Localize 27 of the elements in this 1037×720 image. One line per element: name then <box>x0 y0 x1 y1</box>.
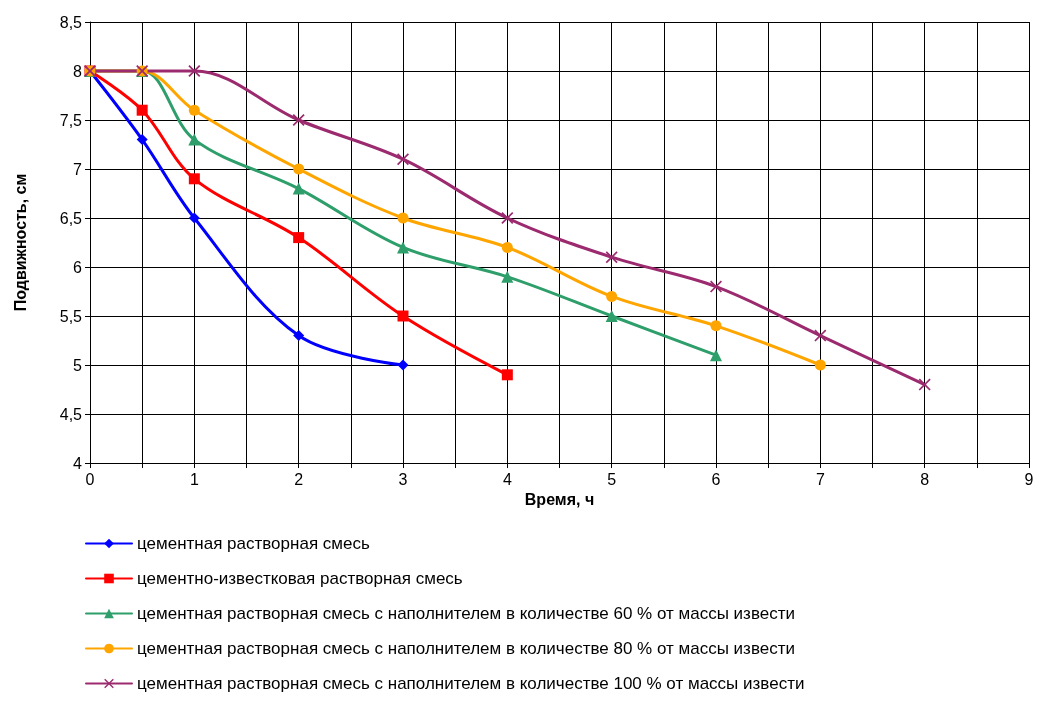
x-tick-label: 6 <box>711 470 721 488</box>
x-tick-label: 1 <box>189 470 199 488</box>
y-tick-label: 4 <box>73 454 83 472</box>
y-tick-label: 5 <box>73 356 83 374</box>
x-tick-label: 8 <box>920 470 930 488</box>
x-tick-label: 4 <box>502 470 512 488</box>
y-tick-label: 7,5 <box>59 111 83 129</box>
y-tick-label: 7 <box>73 160 83 178</box>
y-tick-label: 8 <box>73 62 83 80</box>
y-tick-label: 5,5 <box>59 307 83 325</box>
legend-label: цементная растворная смесь <box>137 534 370 553</box>
legend-label: цементная растворная смесь с наполнителем в количестве 80 % от массы извести <box>137 639 795 658</box>
y-axis-title: Подвижность, см <box>11 173 29 312</box>
x-tick-label: 3 <box>398 470 408 488</box>
x-tick-label: 5 <box>607 470 617 488</box>
legend-label: цементно-известковая растворная смесь <box>137 569 463 588</box>
x-tick-label: 9 <box>1024 470 1034 488</box>
x-tick-label: 2 <box>294 470 304 488</box>
legend-label: цементная растворная смесь с наполнителем в количестве 60 % от массы извести <box>137 604 795 623</box>
x-tick-label: 0 <box>85 470 95 488</box>
y-tick-label: 6 <box>73 258 83 276</box>
x-axis-title: Время, ч <box>524 491 595 509</box>
legend-label: цементная растворная смесь с наполнителем в количестве 100 % от массы извести <box>137 674 805 693</box>
y-tick-label: 6,5 <box>59 209 83 227</box>
x-tick-label: 7 <box>815 470 825 488</box>
y-tick-label: 8,5 <box>59 13 83 31</box>
y-tick-label: 4,5 <box>59 405 83 423</box>
